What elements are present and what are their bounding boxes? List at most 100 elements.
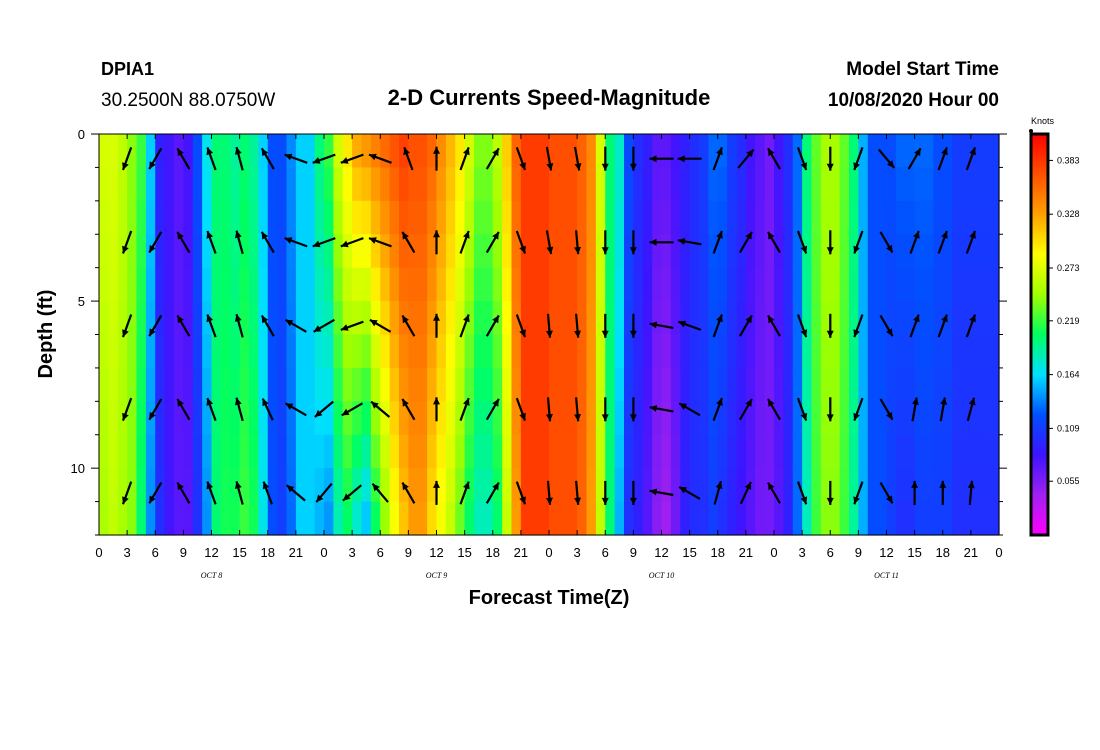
heatmap-cell — [624, 134, 634, 169]
heatmap-cell — [361, 501, 372, 536]
heatmap-cell — [849, 134, 859, 169]
heatmap-cell — [520, 134, 531, 169]
current-vector — [284, 318, 307, 333]
heatmap-cell — [802, 367, 813, 402]
heatmap-cell — [970, 401, 981, 436]
heatmap-cell — [267, 301, 278, 336]
heatmap-cell — [436, 434, 447, 469]
day-label: OCT 8 — [201, 571, 222, 580]
heatmap-cell — [924, 234, 934, 269]
current-vector — [879, 481, 894, 504]
heatmap-cell — [989, 367, 1000, 402]
heatmap-cell — [577, 234, 588, 269]
heatmap-cell — [520, 267, 531, 302]
x-tick-label: 9 — [855, 545, 862, 560]
heatmap-cell — [380, 468, 391, 503]
heatmap-cell — [277, 434, 288, 469]
heatmap-cell — [886, 134, 897, 169]
heatmap-cell — [352, 468, 363, 503]
heatmap-cell — [230, 267, 241, 302]
heatmap-cell — [792, 200, 803, 235]
heatmap-cell — [989, 301, 1000, 336]
current-vector — [712, 147, 723, 171]
heatmap-cell — [295, 501, 306, 536]
heatmap-cell — [239, 267, 250, 302]
colorbar-tick-label: 0.109 — [1057, 423, 1080, 433]
heatmap-cell — [577, 301, 588, 336]
heatmap-cell — [905, 434, 916, 469]
heatmap-cell — [436, 234, 447, 269]
current-vector — [545, 480, 553, 505]
heatmap-cell — [352, 267, 363, 302]
heatmap-cell — [295, 468, 306, 503]
current-vector — [909, 230, 920, 254]
current-vector — [234, 481, 244, 505]
heatmap-cell — [745, 167, 756, 202]
model-start-time: 10/08/2020 Hour 00 — [828, 90, 999, 111]
heatmap-cell — [895, 134, 906, 169]
heatmap-cell — [670, 501, 681, 536]
heatmap-cell — [174, 401, 184, 436]
heatmap-cell — [174, 234, 184, 269]
heatmap-cell — [558, 334, 569, 369]
heatmap-cell — [305, 434, 316, 469]
heatmap-cell — [202, 200, 213, 235]
colorbar-unit: Knots — [1031, 116, 1055, 126]
heatmap-cell — [352, 334, 363, 369]
heatmap-cell — [202, 234, 213, 269]
heatmap-cell — [783, 200, 794, 235]
heatmap-cell — [586, 267, 597, 302]
heatmap-cell — [633, 134, 644, 169]
heatmap-cell — [277, 134, 288, 169]
heatmap-cell — [305, 167, 316, 202]
heatmap-cell — [811, 401, 822, 436]
heatmap-cell — [792, 501, 803, 536]
heatmap-cell — [867, 267, 878, 302]
heatmap-cell — [961, 401, 972, 436]
heatmap-cell — [230, 134, 241, 169]
heatmap-cell — [661, 301, 672, 336]
heatmap-cell — [830, 267, 841, 302]
heatmap-cell — [427, 468, 438, 503]
current-vector — [629, 146, 637, 171]
heatmap-cell — [942, 234, 953, 269]
heatmap-cell — [877, 367, 888, 402]
heatmap-cell — [474, 501, 484, 536]
heatmap-cell — [839, 267, 850, 302]
heatmap-cell — [952, 434, 963, 469]
heatmap-cell — [577, 468, 588, 503]
heatmap-cell — [192, 468, 203, 503]
heatmap-cell — [427, 167, 438, 202]
heatmap-cell — [877, 267, 888, 302]
heatmap-cell — [624, 167, 634, 202]
heatmap-cell — [511, 434, 522, 469]
current-vector — [738, 314, 753, 337]
heatmap-cell — [511, 468, 522, 503]
heatmap-cell — [483, 167, 494, 202]
heatmap-cell — [230, 468, 241, 503]
heatmap-cell — [614, 267, 625, 302]
current-vector — [939, 480, 947, 505]
heatmap-cell — [117, 334, 128, 369]
heatmap-cell — [436, 367, 447, 402]
current-vector — [485, 314, 500, 337]
heatmap-cell — [755, 367, 766, 402]
current-vector — [601, 313, 609, 338]
heatmap-cell — [802, 301, 813, 336]
heatmap-cell — [830, 468, 841, 503]
heatmap-cell — [727, 134, 738, 169]
heatmap-cell — [239, 134, 250, 169]
heatmap-cell — [436, 468, 447, 503]
heatmap-cell — [858, 334, 869, 369]
heatmap-cell — [783, 334, 794, 369]
heatmap-cell — [539, 334, 550, 369]
heatmap-cell — [333, 334, 344, 369]
heatmap-cell — [108, 468, 119, 503]
current-vector — [712, 397, 723, 421]
heatmap-cell — [436, 134, 447, 169]
heatmap-cell — [745, 401, 756, 436]
heatmap-cell — [820, 501, 831, 536]
heatmap-cell — [661, 367, 672, 402]
heatmap-cell — [727, 334, 738, 369]
current-vector — [738, 398, 753, 421]
